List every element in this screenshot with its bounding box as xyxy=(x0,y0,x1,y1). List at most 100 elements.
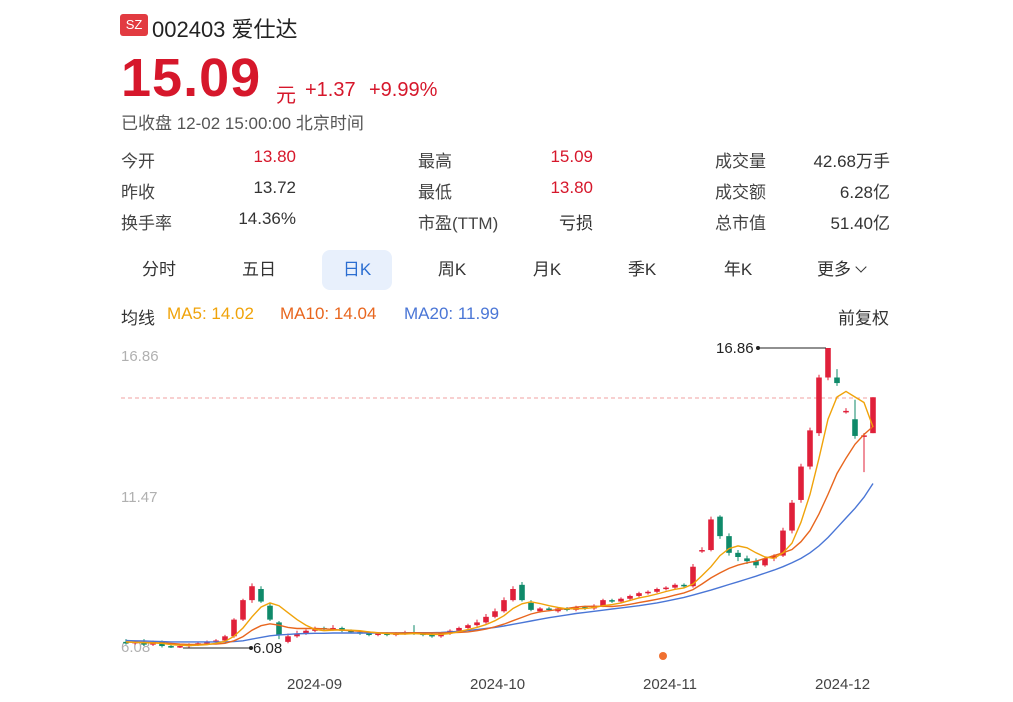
candle xyxy=(708,516,714,552)
tab-daily-k[interactable]: 日K xyxy=(322,250,392,290)
ma-lines-group xyxy=(125,390,874,647)
tab-yearly-k[interactable]: 年K xyxy=(723,260,753,279)
y-tick-label: 16.86 xyxy=(121,348,159,365)
tab-more[interactable]: 更多 xyxy=(806,250,876,290)
candle-body xyxy=(843,410,849,413)
ma20-value: MA20: 11.99 xyxy=(404,304,500,323)
stat-label-high: 最高 xyxy=(418,152,452,171)
candle-body xyxy=(348,630,354,633)
candle xyxy=(789,499,795,534)
candle-body xyxy=(294,633,300,637)
candle-body xyxy=(123,641,129,644)
price-change-pct: +9.99% xyxy=(369,79,438,101)
stock-code-name: 002403 爱仕达 xyxy=(152,17,298,42)
candle-body xyxy=(231,619,237,637)
candle-body xyxy=(699,550,705,552)
max-marker xyxy=(756,346,760,350)
stat-label-prev-close: 昨收 xyxy=(121,183,155,202)
x-tick-label: 2024-10 xyxy=(470,676,525,693)
candle xyxy=(861,433,867,473)
ma-legend-title: 均线 xyxy=(121,309,155,328)
candle xyxy=(618,597,624,603)
candle-body xyxy=(276,622,282,635)
candle-body xyxy=(870,397,876,434)
x-tick-label: 2024-12 xyxy=(815,676,870,693)
tab-quarterly-k[interactable]: 季K xyxy=(627,260,657,279)
candle xyxy=(816,374,822,436)
candle-body xyxy=(546,608,552,610)
exchange-badge: SZ xyxy=(120,14,148,36)
candle xyxy=(654,587,660,594)
x-tick-label: 2024-11 xyxy=(643,676,697,693)
candle-body xyxy=(834,377,840,384)
price-change: +1.37 xyxy=(305,79,356,101)
candle-body xyxy=(654,589,660,592)
candle-body xyxy=(780,530,786,556)
candle xyxy=(231,618,237,638)
stat-label-volume: 成交量 xyxy=(715,152,766,171)
candle xyxy=(726,533,732,556)
tab-intraday[interactable]: 分时 xyxy=(142,260,176,279)
candle-body xyxy=(726,536,732,553)
candle xyxy=(753,558,759,569)
candle xyxy=(699,547,705,553)
tab-monthly-k[interactable]: 月K xyxy=(532,260,562,279)
y-tick-label: 11.47 xyxy=(121,489,157,506)
min-marker xyxy=(249,646,253,650)
candle xyxy=(672,583,678,590)
stat-value-pe: 亏损 xyxy=(559,214,593,233)
candle-body xyxy=(249,586,255,601)
candle-body xyxy=(204,641,210,644)
candle-body xyxy=(645,591,651,594)
chevron-down-icon xyxy=(855,261,867,273)
candle-body xyxy=(816,377,822,434)
candle xyxy=(636,591,642,598)
stat-value-amount: 6.28亿 xyxy=(839,183,890,202)
candle-body xyxy=(366,633,372,636)
candle xyxy=(825,348,831,381)
candle-body xyxy=(285,636,291,642)
stat-value-high: 15.09 xyxy=(550,147,593,166)
candle-body xyxy=(303,630,309,634)
stat-label-market-cap: 总市值 xyxy=(715,214,766,233)
tab-more-label: 更多 xyxy=(817,260,851,279)
candle xyxy=(474,619,480,627)
candle xyxy=(843,408,849,414)
candle-body xyxy=(474,622,480,626)
candle xyxy=(483,614,489,624)
candle xyxy=(465,623,471,630)
candle-body xyxy=(510,589,516,601)
candle-body xyxy=(618,598,624,602)
candle-body xyxy=(636,593,642,596)
current-price: 15.09 xyxy=(121,48,262,108)
candle xyxy=(258,586,264,603)
tab-weekly-k[interactable]: 周K xyxy=(437,260,467,279)
tab-five-day[interactable]: 五日 xyxy=(242,260,276,279)
candle-body xyxy=(753,561,759,566)
candle-body xyxy=(852,419,858,436)
candle-body xyxy=(465,625,471,628)
price-adjust-selector[interactable]: 前复权 xyxy=(838,309,889,328)
candle-body xyxy=(528,602,534,610)
stat-value-open: 13.80 xyxy=(253,147,296,166)
candle xyxy=(276,621,282,640)
candle-body xyxy=(483,616,489,623)
candle xyxy=(834,369,840,386)
candle-body xyxy=(537,608,543,612)
candle-body xyxy=(681,584,687,587)
candle xyxy=(807,427,813,470)
candle-body xyxy=(456,627,462,631)
candle-body xyxy=(429,634,435,637)
candle-body xyxy=(609,600,615,602)
candle xyxy=(681,583,687,588)
candle xyxy=(285,633,291,644)
candles-group xyxy=(123,348,876,648)
candlestick-chart[interactable]: 16.86 11.47 6.08 16.86 6.08 2024-09 2024… xyxy=(0,330,1013,702)
event-marker[interactable] xyxy=(659,652,667,660)
candle-body xyxy=(762,558,768,566)
candle-body xyxy=(240,600,246,620)
ma20-line xyxy=(125,483,874,643)
candle xyxy=(519,582,525,602)
candle-body xyxy=(600,600,606,606)
candle-body xyxy=(663,587,669,590)
